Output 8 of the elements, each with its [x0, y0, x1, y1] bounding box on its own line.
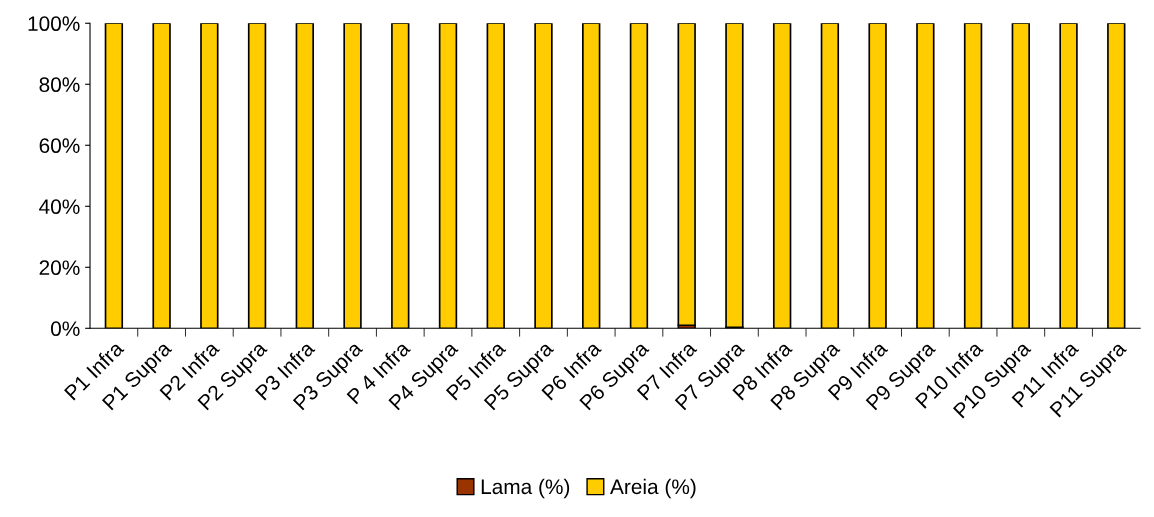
- y-tick-label: 80%: [39, 77, 80, 93]
- y-tick-label: 60%: [39, 138, 80, 154]
- y-tick-label: 20%: [39, 260, 80, 276]
- y-tick-label: 40%: [39, 199, 80, 215]
- y-tick-label: 100%: [28, 16, 80, 32]
- legend-label: Areia (%): [610, 478, 696, 499]
- legend-label: Lama (%): [481, 478, 570, 499]
- y-tick-label: 0%: [50, 321, 80, 337]
